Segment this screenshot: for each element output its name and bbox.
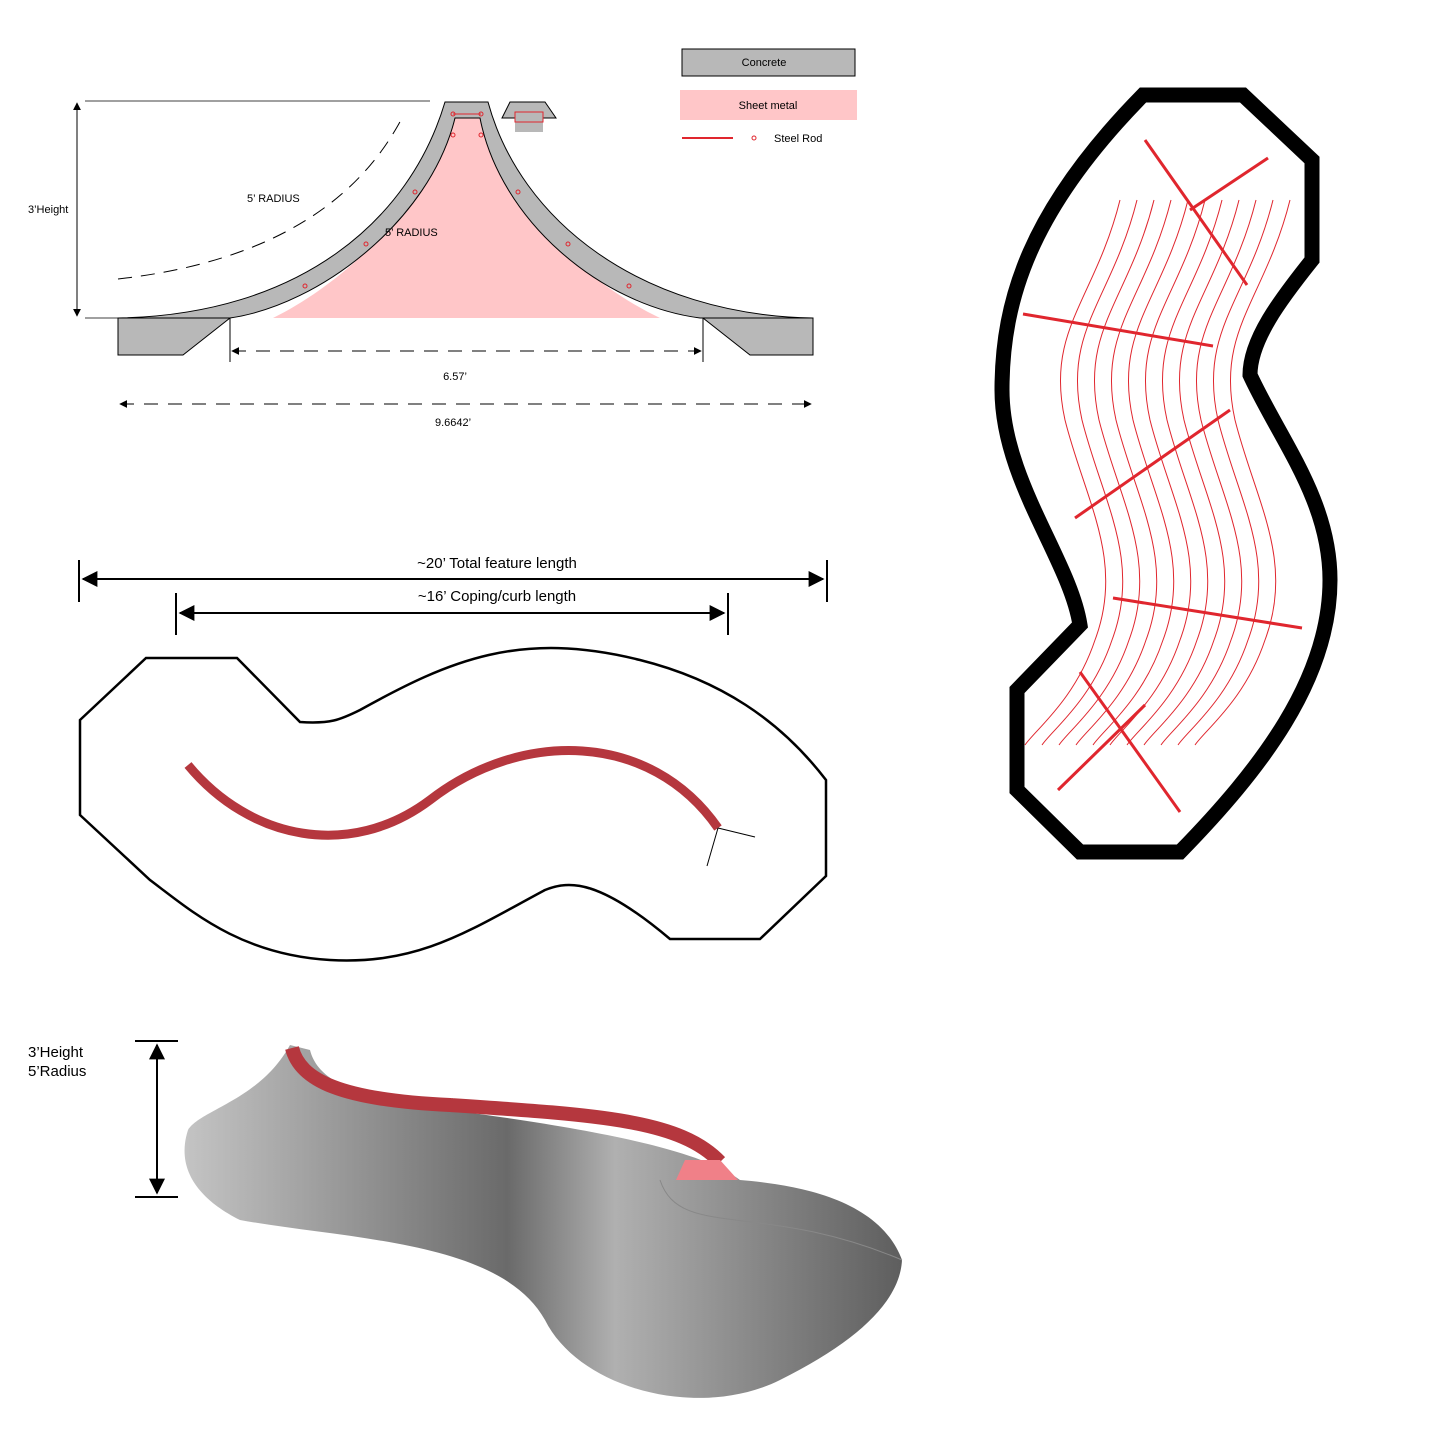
rebar-line (1109, 199, 1206, 746)
rebar-line (1022, 312, 1214, 348)
rebar-line (1074, 408, 1231, 520)
rebar-line (1075, 199, 1172, 746)
rebar-line (1189, 156, 1269, 212)
height-label: 3’Height (28, 204, 68, 216)
rebar-line (1041, 199, 1138, 746)
render-label: 5’Radius (28, 1063, 86, 1080)
render-view (135, 1040, 903, 1398)
rebar-line (1092, 199, 1189, 746)
plan-view (78, 560, 828, 962)
legend-rod-dot (751, 135, 757, 141)
rebar-plan (994, 87, 1338, 860)
rebar-line (1143, 199, 1240, 746)
section-view (73, 100, 814, 408)
legend-label: Steel Rod (774, 133, 822, 145)
render-label: 3’Height (28, 1044, 84, 1061)
legend-concrete-swatch (681, 48, 856, 77)
rebar-line (1126, 199, 1223, 746)
dimension-label: 9.6642’ (435, 417, 471, 429)
rebar-line (1194, 199, 1291, 746)
rebar-line (1112, 596, 1303, 630)
rebar-line (1056, 703, 1147, 792)
rebar-line (1143, 139, 1249, 286)
rebar-line (1024, 199, 1121, 746)
radius-label: 5’ RADIUS (247, 193, 300, 205)
dimension-label: ~16’ Coping/curb length (418, 588, 576, 605)
legend-sheet-swatch (680, 90, 857, 120)
legend-label: Sheet metal (739, 100, 798, 112)
rebar-line (1177, 199, 1274, 746)
radius-label: 5’ RADIUS (385, 227, 438, 239)
rebar-line (1078, 671, 1182, 813)
rebar-line (1160, 199, 1257, 746)
legend-label: Concrete (742, 57, 787, 69)
dimension-label: 6.57’ (443, 371, 467, 383)
dimension-label: ~20’ Total feature length (417, 555, 577, 572)
